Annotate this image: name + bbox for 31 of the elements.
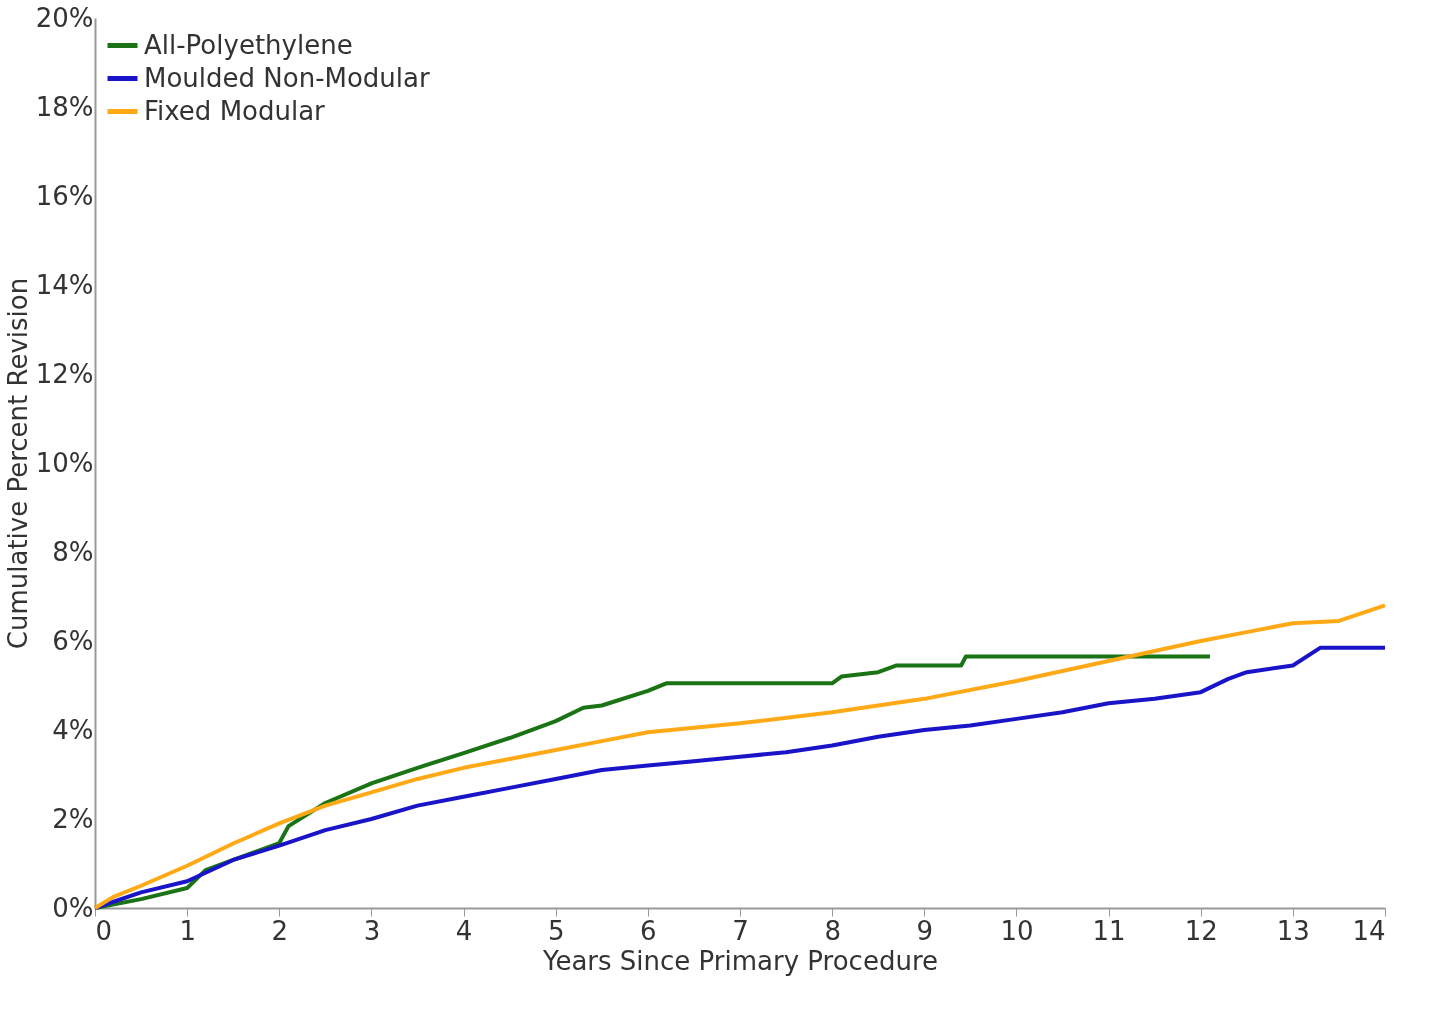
x-tick-label: 5 bbox=[547, 915, 565, 946]
x-tick-label: 11 bbox=[1092, 915, 1126, 946]
y-tick-label: 10% bbox=[35, 447, 94, 478]
y-tick-label: 18% bbox=[35, 91, 94, 122]
x-tick-label: 6 bbox=[640, 915, 657, 946]
legend-label: Moulded Non-Modular bbox=[144, 62, 431, 93]
legend-label: Fixed Modular bbox=[144, 95, 326, 126]
x-tick-label: 12 bbox=[1184, 915, 1218, 946]
y-tick-label: 16% bbox=[35, 180, 94, 211]
legend-label: All-Polyethylene bbox=[144, 29, 353, 60]
y-tick-label: 4% bbox=[52, 714, 94, 745]
x-tick-label: 13 bbox=[1276, 915, 1310, 946]
y-tick-label: 20% bbox=[35, 2, 94, 33]
x-tick-label: 2 bbox=[271, 915, 289, 946]
y-tick-label: 12% bbox=[35, 358, 94, 389]
y-tick-label: 0% bbox=[52, 892, 94, 923]
x-tick-label: 4 bbox=[455, 915, 473, 946]
x-tick-label: 1 bbox=[179, 915, 196, 946]
x-axis-title: Years Since Primary Procedure bbox=[542, 945, 938, 976]
y-tick-label: 14% bbox=[35, 269, 94, 300]
x-tick-label: 7 bbox=[732, 915, 749, 946]
x-tick-label: 10 bbox=[1000, 915, 1034, 946]
x-tick-label: 14 bbox=[1352, 915, 1386, 946]
x-tick-label: 8 bbox=[824, 915, 841, 946]
x-tick-label: 3 bbox=[363, 915, 381, 946]
y-tick-label: 2% bbox=[52, 803, 94, 834]
x-tick-label: 9 bbox=[916, 915, 934, 946]
y-tick-label: 6% bbox=[52, 625, 94, 656]
x-tick-label: 0 bbox=[95, 915, 113, 946]
y-axis-title: Cumulative Percent Revision bbox=[2, 277, 33, 650]
y-tick-label: 8% bbox=[52, 536, 94, 567]
